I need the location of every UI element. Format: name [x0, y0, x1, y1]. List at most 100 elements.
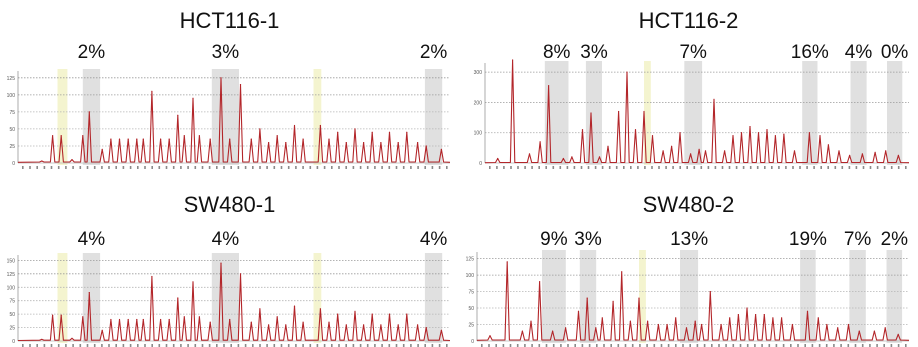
peak-point	[539, 281, 541, 283]
peak-point	[276, 135, 278, 137]
peak-point	[183, 135, 185, 137]
base-call-mark	[50, 344, 53, 347]
base-call-mark	[115, 344, 117, 347]
base-call-mark	[746, 344, 749, 347]
base-call-mark	[359, 166, 362, 169]
base-call-mark	[438, 166, 441, 169]
base-call-mark	[861, 344, 864, 347]
peak-point	[662, 150, 664, 152]
base-call-mark	[811, 344, 814, 347]
base-call-mark	[93, 344, 96, 347]
base-call-mark	[129, 344, 132, 347]
percent-label: 3%	[580, 42, 608, 63]
base-call-mark	[417, 344, 419, 347]
base-call-mark	[338, 166, 340, 169]
peak-point	[598, 156, 601, 158]
base-call-mark	[374, 166, 376, 169]
peak-point	[285, 324, 287, 326]
peak-point	[709, 291, 711, 293]
base-call-mark	[594, 166, 597, 169]
base-call-mark	[517, 166, 519, 169]
base-call-mark	[338, 344, 340, 347]
base-call-mark	[216, 166, 218, 169]
base-call-mark	[395, 166, 398, 169]
peak-point	[837, 327, 839, 329]
percent-label: 4%	[211, 229, 240, 250]
base-call-mark	[651, 166, 653, 169]
base-call-mark	[230, 166, 232, 169]
base-call-mark	[72, 344, 74, 347]
base-call-mark	[573, 166, 576, 169]
peak-point	[250, 321, 252, 323]
base-call-mark	[703, 344, 706, 347]
highlight-band	[424, 253, 443, 343]
base-call-mark	[187, 166, 189, 169]
base-call-mark	[797, 344, 799, 347]
base-call-mark	[431, 166, 434, 169]
peak-point	[52, 314, 54, 316]
trace-line	[17, 77, 451, 163]
highlight-band	[849, 250, 866, 343]
base-call-mark	[883, 166, 886, 169]
base-call-mark	[309, 166, 312, 169]
base-call-mark	[818, 344, 821, 347]
base-call-mark	[689, 344, 691, 347]
base-call-mark	[402, 344, 405, 347]
peak-point	[679, 132, 681, 134]
base-call-mark	[208, 166, 211, 169]
peak-point	[136, 318, 138, 321]
peak-point	[177, 297, 179, 299]
peak-point	[690, 153, 692, 155]
base-call-mark	[897, 344, 900, 347]
base-call-mark	[775, 344, 778, 347]
base-call-mark	[194, 166, 197, 169]
peak-point	[60, 135, 62, 137]
percent-label: 13%	[670, 229, 709, 250]
peak-point	[571, 156, 573, 158]
base-call-mark	[637, 166, 639, 169]
peak-point	[293, 305, 296, 307]
base-call-mark	[359, 344, 362, 347]
base-call-mark	[36, 344, 38, 347]
base-call-mark	[302, 344, 304, 347]
base-call-mark	[545, 166, 547, 169]
base-call-mark	[108, 344, 110, 347]
base-call-mark	[43, 166, 46, 169]
panel-title: SW480-2	[642, 192, 735, 217]
base-call-mark	[792, 166, 794, 169]
base-call-mark	[524, 166, 526, 169]
y-tick-label: 50	[9, 127, 15, 133]
base-call-mark	[244, 344, 247, 347]
peak-point	[88, 111, 90, 113]
peak-point	[268, 142, 270, 144]
base-call-mark	[728, 166, 731, 169]
peak-point	[127, 318, 129, 321]
base-call-mark	[323, 344, 326, 347]
base-call-mark	[302, 166, 304, 169]
base-call-mark	[682, 344, 684, 347]
base-call-mark	[827, 166, 829, 169]
highlight-band	[313, 69, 322, 165]
chromatogram-hct116-1: 0 25 50 75 100 125	[7, 69, 451, 169]
peak-point	[302, 321, 304, 323]
peak-point	[793, 150, 796, 152]
base-call-mark	[244, 166, 247, 169]
peak-point	[618, 110, 620, 113]
base-call-mark	[29, 166, 31, 169]
base-call-mark	[531, 344, 533, 347]
peak-point	[732, 135, 734, 137]
base-call-mark	[711, 344, 713, 347]
peak-point	[521, 330, 523, 332]
highlight-band	[57, 69, 68, 165]
base-call-mark	[601, 166, 604, 169]
peak-point	[142, 318, 144, 321]
y-tick-label: 200	[474, 100, 483, 106]
base-call-mark	[502, 344, 505, 347]
peak-point	[220, 77, 222, 79]
peak-point	[819, 135, 821, 137]
y-tick-label: 100	[474, 131, 483, 137]
base-call-mark	[665, 166, 667, 169]
peak-point	[671, 145, 673, 147]
base-call-mark	[667, 344, 670, 347]
peak-point	[239, 273, 242, 275]
